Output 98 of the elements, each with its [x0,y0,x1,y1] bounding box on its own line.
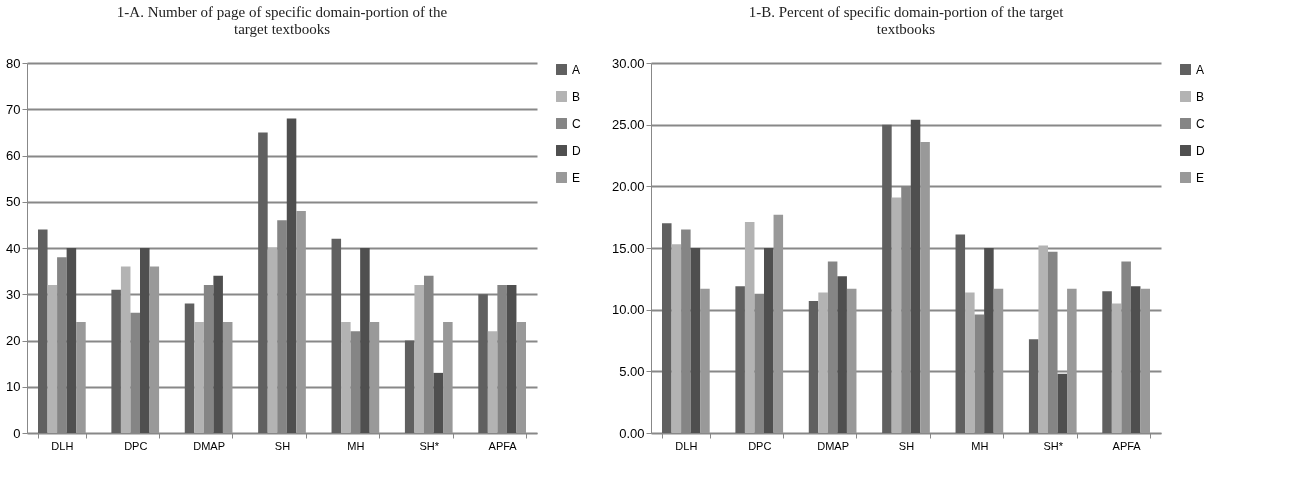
legend-label: C [1196,116,1205,131]
bar [700,288,710,433]
bar [837,276,847,433]
y-tick-label: 20.00 [611,178,645,194]
y-tick-label: 30.00 [611,55,645,71]
bar [993,288,1004,433]
bar [487,331,498,433]
bar [149,266,160,433]
x-tick-label: APFA [488,439,518,452]
bar [744,222,755,433]
legend-label: D [1196,143,1205,158]
bar [1140,288,1150,433]
bar [920,141,930,433]
bar [331,238,342,433]
y-tick-label: 20 [6,333,21,348]
y-tick-label: 10 [6,379,21,395]
legend-label: A [1196,62,1205,77]
bar [184,303,195,433]
bar [222,322,233,433]
x-tick-label: DLH [675,439,698,452]
x-tick-label: DPC [748,439,772,452]
bar [516,322,526,433]
bar [414,285,424,433]
x-tick-label: DMAP [817,439,850,452]
x-tick-label: SH* [1043,439,1064,452]
bar [910,119,921,433]
bar [846,288,857,433]
y-tick-label: 0.00 [619,425,645,441]
bar [443,322,453,433]
bar [38,229,48,433]
bar [286,118,297,433]
x-tick-label: SH [898,439,915,452]
bar [1130,286,1141,433]
y-tick-label: 15.00 [611,240,645,256]
bar [690,248,701,433]
x-tick-label: MH [347,439,365,452]
bar [369,322,380,433]
bar [213,275,223,433]
bar [258,132,268,433]
bar [111,289,121,433]
x-tick-label: SH* [419,439,440,452]
y-tick-label: 50 [6,194,21,210]
bar [140,248,150,433]
bar [662,223,672,433]
x-tick-label: DMAP [193,439,226,452]
bar [341,322,351,433]
x-tick-label: DLH [51,439,74,452]
bar [955,234,966,433]
x-tick-label: DPC [124,439,148,452]
y-tick-label: 40 [6,240,21,256]
bar [1038,245,1048,433]
y-tick-label: 60 [6,148,21,163]
bar [404,340,415,433]
bar [1067,288,1077,433]
bar [506,285,517,433]
bar [764,248,774,433]
legend-label: C [572,116,581,131]
bar [891,197,902,433]
bar [478,294,488,433]
y-tick-label: 25.00 [611,117,645,133]
y-tick-label: 0 [13,425,21,441]
x-tick-label: MH [971,439,989,452]
bar [76,322,86,433]
legend-label: B [1196,89,1205,104]
bar [735,286,745,433]
chart-title: 1-A. Number of page of specific domain-portion of the target textbooks [116,4,448,37]
bar [1057,373,1068,433]
legend-label: D [572,143,581,158]
bar [194,322,204,433]
bar [1028,339,1039,433]
bar [120,266,131,433]
bar [296,211,306,433]
legend-label: E [572,170,581,185]
bar [1102,291,1112,433]
bar [882,124,892,433]
y-tick-label: 30 [6,286,21,302]
x-tick-label: SH [274,439,291,452]
bar [818,292,828,433]
y-tick-label: 80 [6,55,21,71]
legend-label: B [572,89,581,104]
bar [47,285,58,433]
chart-title: 1-B. Percent of specific domain-portion of the target textbooks [748,4,1065,37]
bar [773,214,784,433]
y-tick-label: 70 [6,101,21,117]
y-tick-label: 5.00 [619,363,645,379]
bar [984,248,994,433]
x-tick-label: APFA [1112,439,1142,452]
bar [267,248,278,433]
bar [965,292,975,433]
bar [360,248,370,433]
bar [433,372,444,433]
legend-label: A [572,62,581,77]
bar [66,248,77,433]
bar [1111,303,1122,433]
bar [808,301,819,433]
bar [671,244,682,433]
legend-label: E [1196,170,1205,185]
y-tick-label: 10.00 [611,302,645,318]
